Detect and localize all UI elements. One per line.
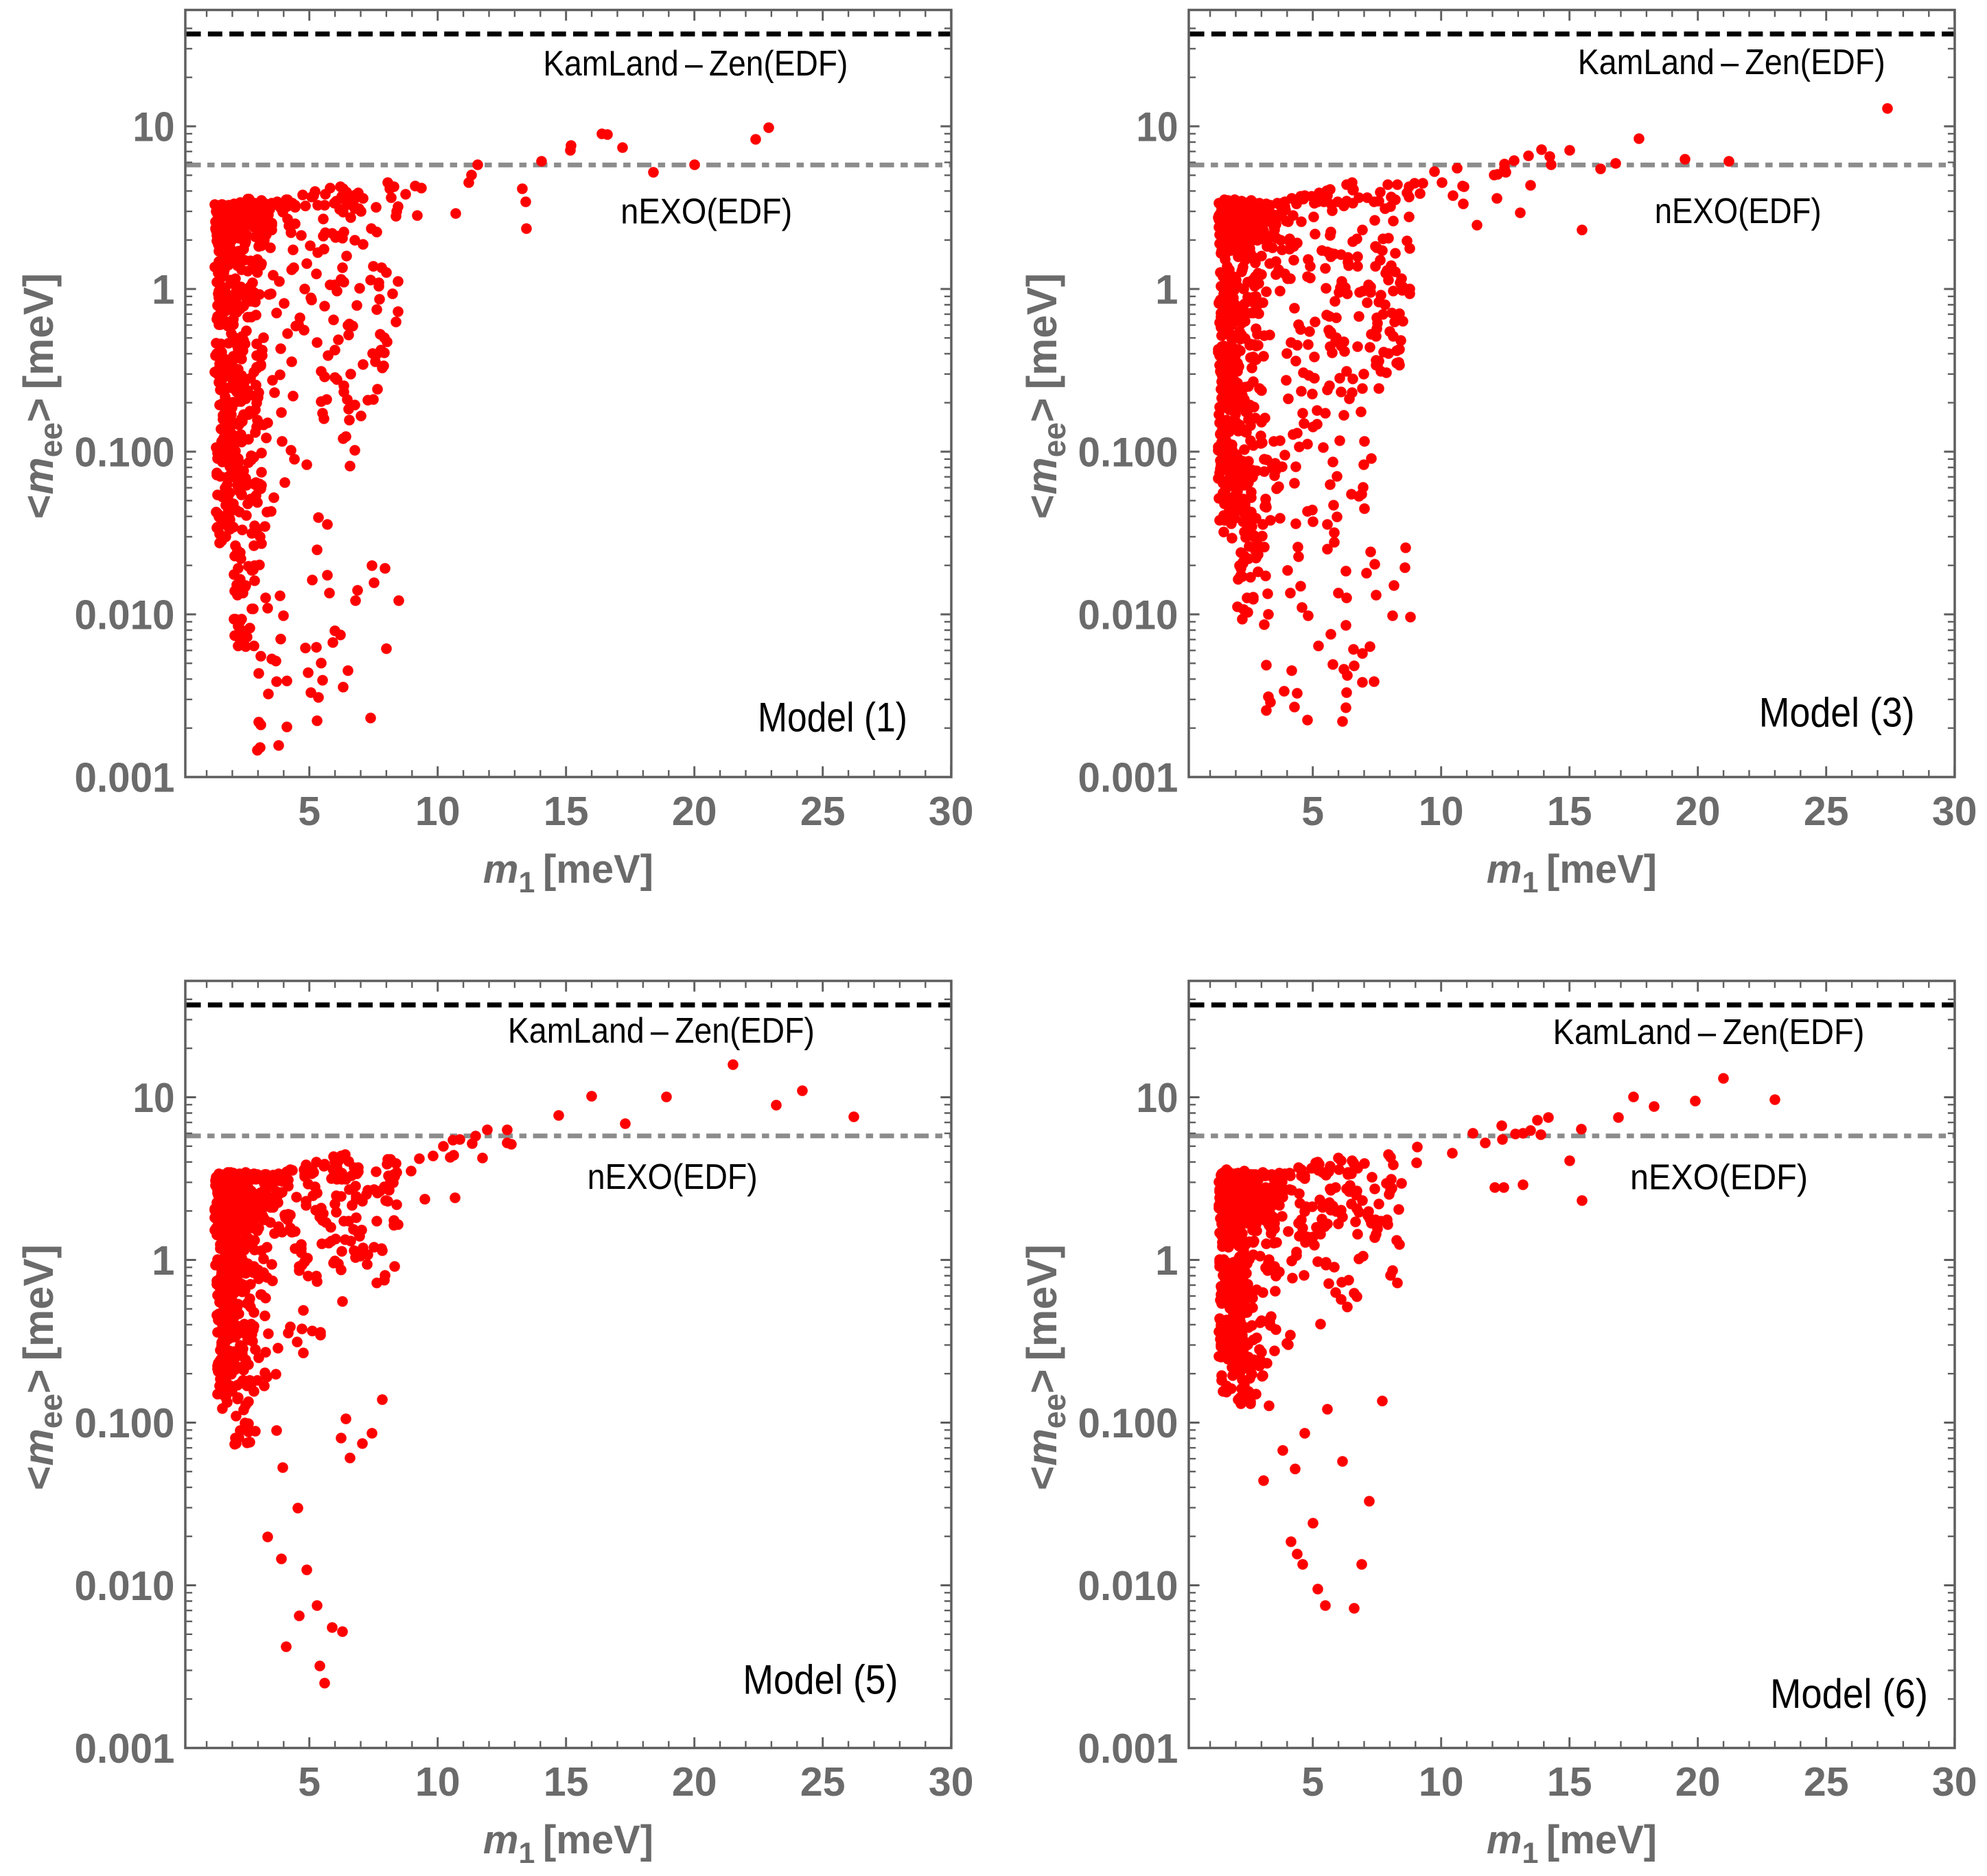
svg-text:m1 [meV]: m1 [meV] <box>1487 847 1657 899</box>
svg-text:Model (6): Model (6) <box>1770 1671 1928 1717</box>
svg-text:5: 5 <box>298 789 321 834</box>
svg-text:Model (5): Model (5) <box>743 1656 898 1702</box>
svg-text:0.010: 0.010 <box>75 592 175 638</box>
svg-text:KamLand – Zen(EDF): KamLand – Zen(EDF) <box>1553 1012 1865 1052</box>
svg-text:KamLand – Zen(EDF): KamLand – Zen(EDF) <box>508 1011 815 1051</box>
svg-text:0.010: 0.010 <box>1078 592 1178 638</box>
svg-text:15: 15 <box>1547 1759 1592 1805</box>
svg-text:KamLand – Zen(EDF): KamLand – Zen(EDF) <box>543 44 848 84</box>
svg-text:15: 15 <box>544 789 589 834</box>
svg-text:5: 5 <box>1301 789 1324 834</box>
svg-text:15: 15 <box>544 1759 589 1805</box>
svg-text:Model (1): Model (1) <box>758 695 907 741</box>
svg-text:nEXO(EDF): nEXO(EDF) <box>620 192 792 232</box>
svg-text:m1 [meV]: m1 [meV] <box>1487 1818 1657 1870</box>
svg-text:25: 25 <box>1804 1759 1849 1805</box>
svg-text:15: 15 <box>1547 789 1592 834</box>
svg-text:30: 30 <box>929 1759 974 1805</box>
svg-text:30: 30 <box>929 789 974 834</box>
svg-text:1: 1 <box>1155 1238 1178 1284</box>
svg-text:5: 5 <box>1301 1759 1324 1805</box>
svg-text:10: 10 <box>1419 789 1464 834</box>
svg-text:<mee> [meV]: <mee> [meV] <box>15 273 69 519</box>
svg-text:<mee> [meV]: <mee> [meV] <box>15 1244 69 1490</box>
svg-text:1: 1 <box>152 1238 174 1284</box>
svg-text:KamLand – Zen(EDF): KamLand – Zen(EDF) <box>1578 43 1885 82</box>
svg-text:0.001: 0.001 <box>75 755 175 801</box>
svg-text:10: 10 <box>133 1075 175 1121</box>
svg-text:<mee> [meV]: <mee> [meV] <box>1019 273 1072 519</box>
svg-text:10: 10 <box>415 789 461 834</box>
svg-text:1: 1 <box>1155 267 1178 313</box>
svg-text:<mee> [meV]: <mee> [meV] <box>1019 1244 1072 1490</box>
svg-text:0.010: 0.010 <box>1078 1563 1178 1609</box>
svg-text:m1 [meV]: m1 [meV] <box>483 1818 653 1870</box>
svg-text:0.100: 0.100 <box>1078 430 1178 476</box>
svg-text:nEXO(EDF): nEXO(EDF) <box>1655 192 1822 231</box>
svg-text:0.100: 0.100 <box>75 430 175 476</box>
svg-text:1: 1 <box>152 267 174 313</box>
svg-text:10: 10 <box>1137 1075 1178 1121</box>
svg-text:25: 25 <box>1804 789 1849 834</box>
svg-text:0.100: 0.100 <box>1078 1400 1178 1446</box>
svg-text:0.010: 0.010 <box>75 1563 175 1609</box>
svg-text:10: 10 <box>1419 1759 1464 1805</box>
svg-text:m1 [meV]: m1 [meV] <box>483 847 653 899</box>
svg-text:0.001: 0.001 <box>1078 1726 1178 1772</box>
svg-text:20: 20 <box>1675 1759 1721 1805</box>
svg-text:0.100: 0.100 <box>75 1400 175 1446</box>
svg-text:30: 30 <box>1932 1759 1977 1805</box>
svg-text:20: 20 <box>1675 789 1721 834</box>
svg-text:nEXO(EDF): nEXO(EDF) <box>1630 1158 1808 1198</box>
svg-text:20: 20 <box>672 1759 717 1805</box>
svg-text:25: 25 <box>800 789 846 834</box>
svg-text:10: 10 <box>133 104 175 150</box>
svg-text:10: 10 <box>415 1759 461 1805</box>
svg-text:0.001: 0.001 <box>75 1726 175 1772</box>
svg-text:25: 25 <box>800 1759 846 1805</box>
svg-text:5: 5 <box>298 1759 321 1805</box>
svg-text:30: 30 <box>1932 789 1977 834</box>
svg-text:10: 10 <box>1137 104 1178 150</box>
svg-text:0.001: 0.001 <box>1078 755 1178 801</box>
svg-text:20: 20 <box>672 789 717 834</box>
svg-text:Model (3): Model (3) <box>1759 690 1915 736</box>
svg-text:nEXO(EDF): nEXO(EDF) <box>588 1157 758 1197</box>
